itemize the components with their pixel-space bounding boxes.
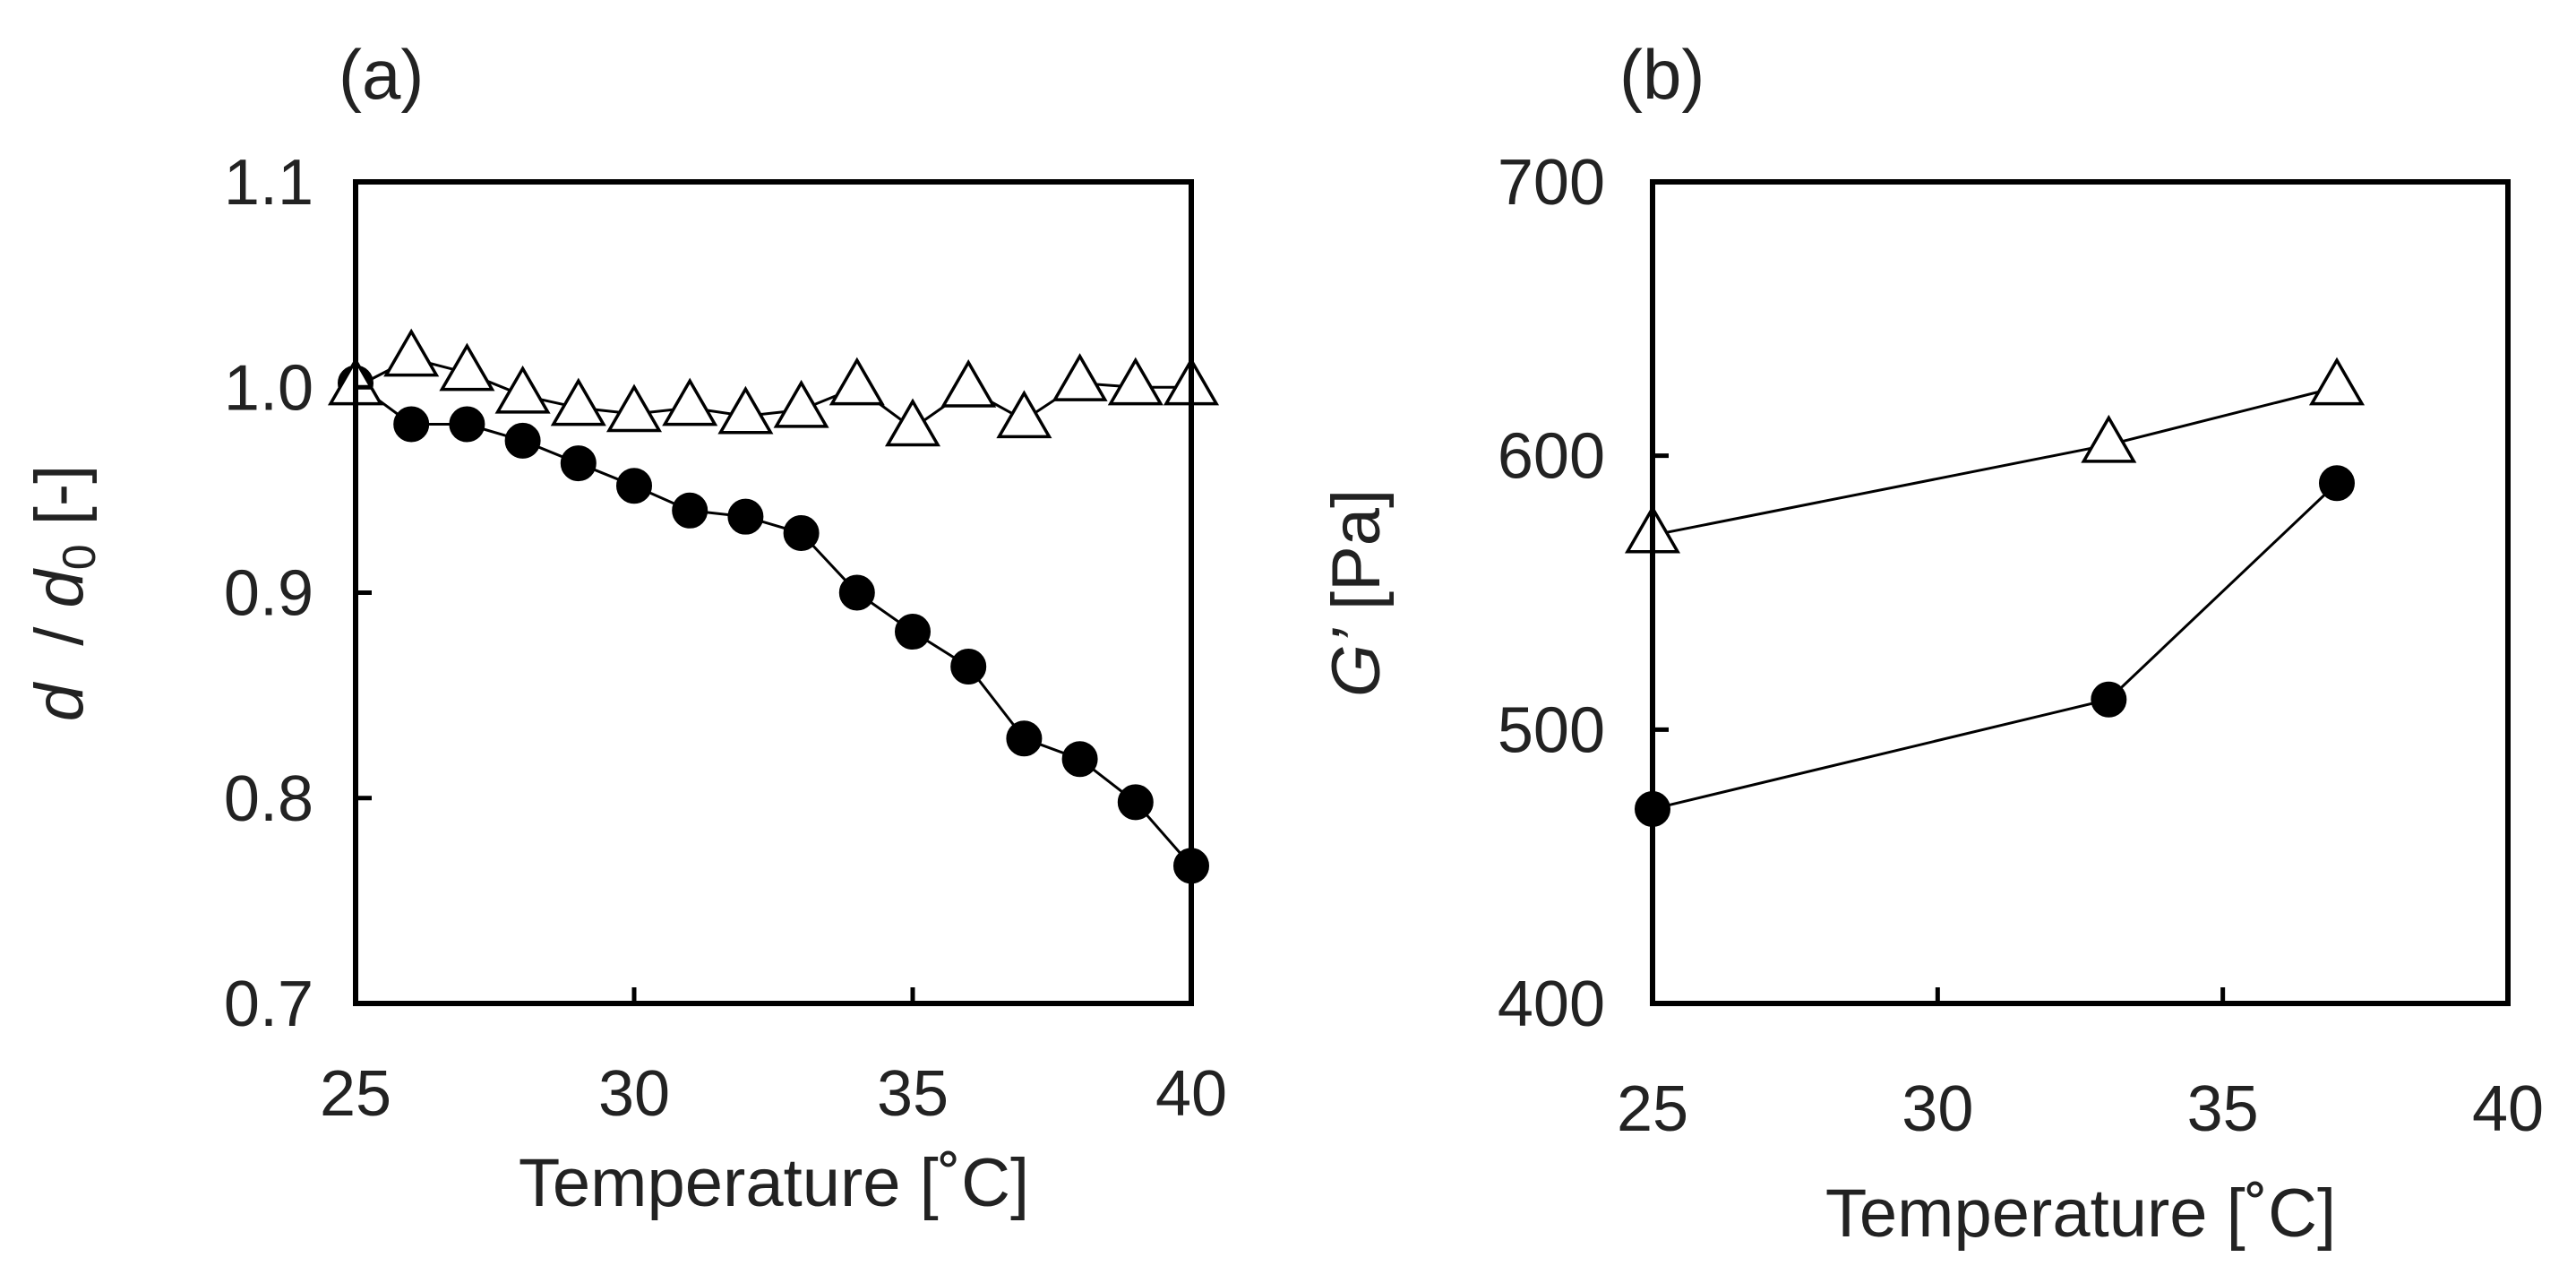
panel-b-x-tick-labels: 25 30 35 40 [1617, 1073, 2544, 1145]
panel-b-x-tick-label: 30 [1902, 1073, 1973, 1145]
panel-a-open-triangles-line [355, 357, 1191, 430]
panel-a-open-triangles-point [439, 342, 495, 392]
panel-a-ticks [353, 179, 1194, 1006]
panel-a-filled-circles-point [950, 649, 987, 685]
panel-b-filled-circles-point [2319, 465, 2355, 502]
panel-b-ylabel-g-prime: G’ [1318, 628, 1395, 697]
panel-b-x-tick-label: 35 [2187, 1073, 2259, 1145]
panel-a-open-triangles-point [383, 328, 440, 377]
panel-b-ticks [1650, 179, 2511, 1006]
panel-a-open-triangles-point [1107, 357, 1163, 406]
panel-a-filled-circles-point [449, 406, 485, 443]
panel-b-ylabel-unit: [Pa] [1318, 489, 1395, 629]
panel-a-filled-circles-point [783, 515, 820, 552]
panel-a-x-tick-label: 25 [320, 1058, 391, 1130]
panel-b-y-tick-label: 700 [1498, 147, 1605, 219]
panel-a-y-tick-label: 0.8 [224, 763, 313, 835]
panel-a-x-tick-label: 35 [877, 1058, 949, 1130]
panel-a-filled-circles-point [727, 498, 764, 535]
panel-b-series-layer [1624, 357, 2366, 827]
panel-a-filled-circles-point [560, 445, 597, 482]
panel-a: (a) 25 30 35 40 0.7 0.8 0.9 1.0 1.1 Temperature… [21, 35, 1227, 1221]
panel-a-y-tick-label: 0.7 [224, 969, 313, 1040]
panel-a-filled-circles-point [1061, 741, 1098, 778]
panel-a-x-tick-label: 40 [1155, 1058, 1227, 1130]
panel-a-open-triangles-point [662, 377, 718, 426]
panel-a-filled-circles-point [504, 422, 541, 459]
panel-b-open-triangles-point [2081, 414, 2137, 463]
panel-a-open-triangles-point [494, 365, 551, 414]
panel-a-open-triangles-point [996, 390, 1052, 439]
panel-a-y-tick-label: 1.1 [224, 147, 313, 219]
panel-b-y-tick-label: 600 [1498, 421, 1605, 493]
panel-a-filled-circles-point [838, 574, 875, 611]
panel-b-y-tick-label: 400 [1498, 969, 1605, 1040]
panel-a-x-tick-label: 30 [598, 1058, 670, 1130]
panel-a-y-tick-labels: 0.7 0.8 0.9 1.0 1.1 [224, 147, 313, 1040]
panel-b-plot-frame [1650, 179, 2511, 1006]
panel-a-x-axis-title: Temperature [˚C] [519, 1145, 1029, 1221]
panel-a-series-layer [327, 328, 1220, 884]
panel-a-open-triangles-point [717, 385, 774, 435]
panel-a-label: (a) [339, 35, 424, 114]
panel-a-open-triangles-point [940, 358, 997, 408]
panel-a-open-triangles-point [773, 379, 829, 428]
panel-b-label: (b) [1619, 35, 1704, 114]
panel-a-ylabel-slash: / [21, 608, 98, 684]
panel-a-filled-circles-point [1006, 720, 1043, 757]
panel-b-filled-circles-point [2091, 681, 2127, 718]
panel-a-open-triangles-point [829, 357, 885, 406]
panel-a-ylabel-d: d [21, 681, 98, 721]
panel-a-filled-circles-point [1117, 784, 1154, 821]
panel-a-filled-circles-line [355, 382, 1193, 867]
panel-a-open-triangles-point [550, 377, 606, 426]
panel-a-filled-circles-point [393, 406, 430, 443]
panel-a-open-triangles-point [605, 383, 663, 433]
panel-a-y-tick-label: 1.0 [224, 352, 313, 424]
panel-b-y-tick-labels: 400 500 600 700 [1498, 147, 1605, 1040]
panel-b: (b) 25 30 35 40 400 500 600 700 Temperature [˚… [1318, 35, 2544, 1252]
panel-a-y-axis-title: d / d0 [-] [21, 465, 106, 722]
panel-a-ylabel-d0: d [21, 568, 98, 608]
panel-b-x-tick-label: 25 [1617, 1073, 1688, 1145]
panel-a-y-tick-label: 0.9 [224, 558, 313, 630]
panel-a-ylabel-unit: [-] [21, 465, 98, 545]
panel-a-filled-circles-point [672, 492, 708, 529]
panel-a-ylabel-subscript: 0 [54, 544, 106, 570]
panel-a-open-triangles-point [884, 398, 941, 447]
panel-a-filled-circles-point [895, 614, 931, 650]
panel-b-open-triangles-point [2308, 357, 2366, 406]
panel-b-y-tick-label: 500 [1498, 694, 1605, 766]
panel-b-x-axis-title: Temperature [˚C] [1825, 1175, 2336, 1252]
panel-a-open-triangles-point [1052, 353, 1108, 401]
panel-a-x-tick-labels: 25 30 35 40 [320, 1058, 1227, 1130]
panel-b-y-axis-title: G’ [Pa] [1318, 489, 1395, 697]
panel-a-filled-circles-point [616, 468, 652, 504]
panel-b-x-tick-label: 40 [2472, 1073, 2544, 1145]
